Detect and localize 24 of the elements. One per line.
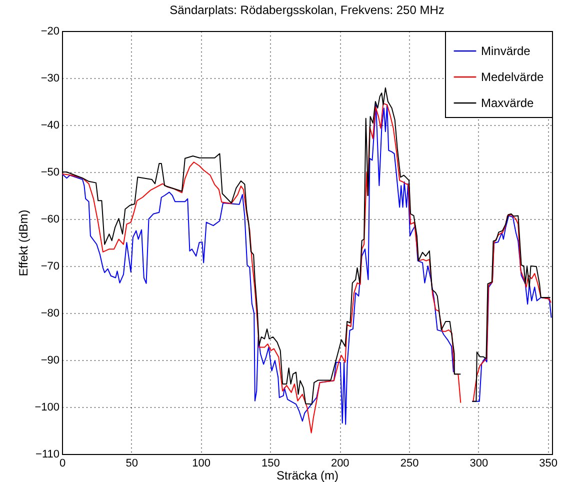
legend-label: Minvärde [481,44,531,58]
y-tick-label: −30 [40,72,60,84]
y-tick-label: −80 [40,308,60,320]
y-tick-label: −60 [40,214,60,226]
legend-label: Medelvärde [481,70,544,84]
y-tick-label: −110 [36,448,60,460]
x-tick-label: 100 [192,458,210,470]
x-axis-title: Sträcka (m) [276,468,339,482]
y-tick-label: −90 [40,354,60,366]
y-axis-title: Effekt (dBm) [16,210,31,276]
y-tick-label: −70 [40,260,60,272]
x-tick-label: 350 [539,458,558,470]
x-tick-label: 50 [126,458,138,470]
x-tick-label: 200 [330,458,350,470]
y-tick-label: −40 [40,120,60,132]
legend-label: Maxvärde [481,96,534,110]
x-tick-label: 150 [262,458,280,470]
y-tick-label: −20 [40,26,60,38]
x-tick-label: 0 [59,458,66,470]
chart-title: Sändarplats: Rödabergsskolan, Frekvens: 250 MHz [170,3,444,17]
y-tick-label: −50 [40,166,60,178]
y-tick-label: −100 [34,402,60,414]
x-tick-label: 250 [400,458,419,470]
x-tick-label: 300 [470,458,488,470]
